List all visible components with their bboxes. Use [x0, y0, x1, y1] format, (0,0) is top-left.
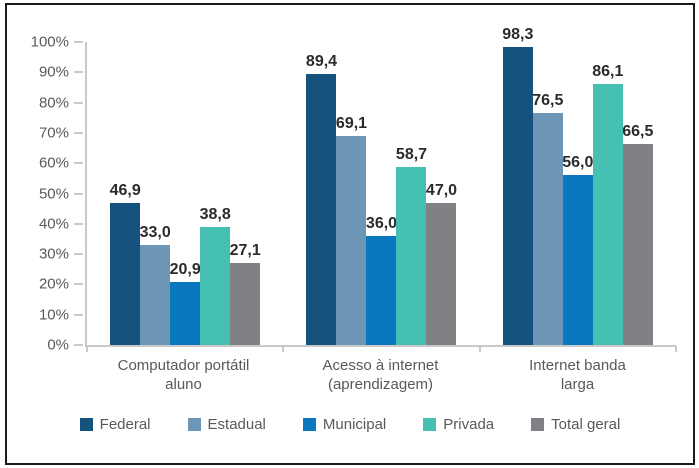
legend-swatch-federal — [79, 418, 93, 431]
y-tick-mark — [74, 313, 83, 316]
legend-item-privada: Privada — [423, 416, 494, 433]
y-tick-mark — [74, 71, 83, 74]
y-tick-label: 30% — [38, 245, 69, 263]
category-label-line2: aluno — [165, 376, 202, 393]
y-tick-label: 0% — [47, 336, 69, 354]
y-tick-label: 40% — [38, 215, 69, 233]
bar-value-label: 36,0 — [365, 214, 398, 232]
y-tick-mark — [74, 192, 83, 195]
plot-area: 46,9 33,0 20,9 38,8 27,1 89,4 69,1 36,0 58,7 47,0… — [85, 26, 677, 352]
y-tick-mark — [74, 162, 83, 165]
x-axis-tick — [675, 346, 677, 352]
category-label-internet-banda: Internet banda larga — [479, 356, 676, 394]
legend-label: Privada — [443, 416, 495, 433]
y-tick-mark — [74, 283, 83, 286]
y-tick-mark — [74, 253, 83, 256]
bar-federal: 46,9 — [110, 182, 141, 345]
bar-value-label: 76,5 — [532, 92, 564, 110]
legend-swatch-total-geral — [531, 418, 545, 431]
y-tick-label: 60% — [38, 154, 69, 172]
bar-group-internet-banda: 98,3 76,5 56,0 86,1 66,5 — [480, 26, 676, 345]
bar-estadual: 33,0 — [140, 224, 171, 345]
y-tick-mark — [74, 222, 83, 225]
category-label-line1: Computador portátil — [117, 357, 250, 374]
bar-value-label: 58,7 — [395, 146, 428, 164]
bar-value-label: 86,1 — [592, 63, 624, 81]
bar-group-computador-port-til: 46,9 33,0 20,9 38,8 27,1 — [87, 42, 283, 345]
y-axis: 100% 90% 80% 70% 60% 50% 40% 30% 20% 10% 0% — [7, 34, 85, 354]
legend-label: Municipal — [322, 416, 387, 433]
y-tick-label: 70% — [38, 124, 69, 142]
bar-federal: 98,3 — [502, 26, 533, 345]
y-tick-label: 20% — [38, 275, 69, 293]
chart-frame: 100% 90% 80% 70% 60% 50% 40% 30% 20% 10% 0% 46,9 33… — [5, 3, 695, 465]
legend: Federal Estadual Municipal Privada Total ger… — [7, 416, 693, 433]
bar-estadual: 69,1 — [336, 115, 367, 345]
bar-privada: 58,7 — [396, 146, 427, 345]
bar-total-geral: 27,1 — [230, 242, 261, 345]
legend-item-estadual: Estadual — [187, 416, 266, 433]
bar-municipal: 56,0 — [562, 154, 593, 345]
legend-item-total-geral: Total geral — [531, 416, 620, 433]
y-tick-mark — [74, 101, 83, 104]
bar-value-label: 20,9 — [169, 260, 201, 278]
category-label-line1: Internet banda — [529, 357, 626, 374]
bar-privada: 38,8 — [200, 206, 231, 345]
bar-value-label: 33,0 — [139, 224, 171, 242]
bar-estadual: 76,5 — [532, 92, 563, 345]
x-axis-tick — [282, 346, 285, 352]
bar-value-label: 27,1 — [229, 241, 261, 259]
category-label-line1: Acesso à internet — [322, 357, 439, 374]
bar-federal: 89,4 — [306, 53, 337, 345]
bar-total-geral: 66,5 — [622, 123, 653, 345]
y-tick-mark — [74, 344, 83, 346]
y-tick-mark — [74, 131, 83, 134]
y-tick-label: 100% — [30, 33, 69, 51]
y-tick-label: 80% — [38, 94, 69, 112]
bar-group-acesso-internet: 89,4 69,1 36,0 58,7 47,0 — [283, 42, 479, 345]
bar-value-label: 66,5 — [622, 122, 654, 140]
legend-swatch-municipal — [302, 418, 316, 431]
y-tick-label: 90% — [38, 63, 69, 81]
legend-swatch-privada — [423, 418, 437, 431]
y-tick-mark — [74, 41, 83, 43]
category-label-line2: (aprendizagem) — [327, 376, 434, 393]
bar-value-label: 46,9 — [109, 181, 141, 199]
y-tick-label: 10% — [38, 306, 69, 324]
bar-total-geral: 47,0 — [426, 182, 457, 345]
bar-value-label: 38,8 — [199, 206, 231, 224]
category-label-line2: larga — [560, 376, 595, 393]
x-axis-tick — [86, 346, 88, 352]
bar-privada: 86,1 — [592, 63, 623, 345]
bar-value-label: 56,0 — [562, 154, 594, 172]
bar-municipal: 36,0 — [366, 215, 397, 345]
legend-label: Total geral — [551, 416, 621, 433]
bar-value-label: 47,0 — [425, 181, 458, 199]
bar-value-label: 98,3 — [502, 26, 534, 44]
y-tick-label: 50% — [38, 185, 69, 202]
category-label-acesso-internet: Acesso à internet (aprendizagem) — [282, 356, 479, 394]
x-axis-tick — [478, 346, 481, 352]
bar-value-label: 89,4 — [305, 53, 338, 71]
x-axis-category-labels: Computador portátil aluno Acesso à interne… — [85, 356, 676, 394]
legend-label: Estadual — [207, 416, 266, 433]
category-label-computador-port-til: Computador portátil aluno — [85, 356, 282, 394]
legend-label: Federal — [99, 416, 151, 433]
bar-municipal: 20,9 — [170, 261, 201, 345]
legend-swatch-estadual — [187, 418, 201, 431]
legend-item-federal: Federal — [79, 416, 151, 433]
legend-item-municipal: Municipal — [302, 416, 387, 433]
bar-value-label: 69,1 — [335, 114, 368, 132]
